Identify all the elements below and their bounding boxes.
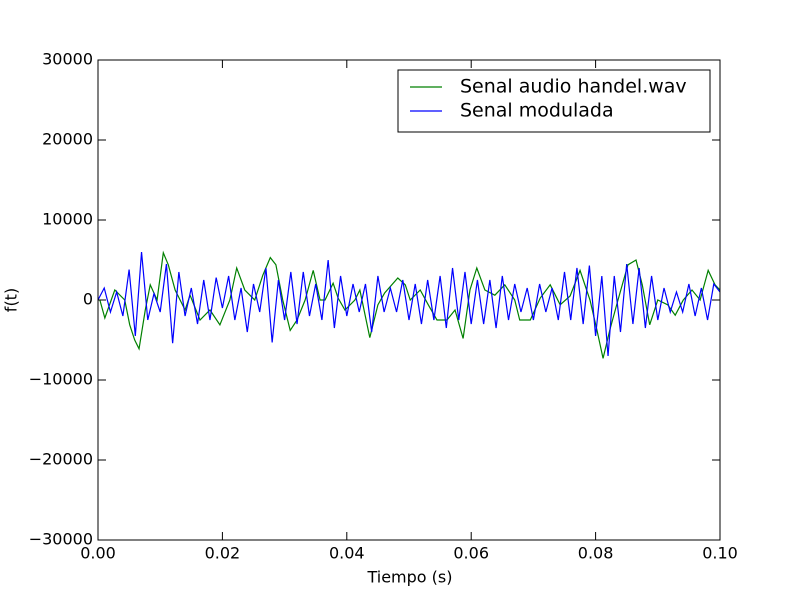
x-tick-label: 0.06 xyxy=(453,544,489,563)
x-tick-label: 0.04 xyxy=(329,544,365,563)
y-tick-label: 30000 xyxy=(42,50,93,69)
x-tick-label: 0.00 xyxy=(80,544,116,563)
y-tick-label: 10000 xyxy=(42,210,93,229)
legend-label: Senal modulada xyxy=(460,100,614,122)
x-axis-label: Tiempo (s) xyxy=(366,568,452,587)
y-tick-label: 20000 xyxy=(42,130,93,149)
series-line xyxy=(97,251,721,357)
y-axis-label: f(t) xyxy=(2,288,21,312)
y-tick-label: 0 xyxy=(83,290,93,309)
legend-label: Senal audio handel.wav xyxy=(460,76,687,98)
x-tick-label: 0.02 xyxy=(205,544,241,563)
x-tick-label: 0.10 xyxy=(702,544,738,563)
y-tick-label: −10000 xyxy=(29,370,93,389)
series-line xyxy=(99,250,721,359)
legend-frame xyxy=(397,69,711,133)
y-tick-label: −30000 xyxy=(29,530,93,549)
x-tick-label: 0.08 xyxy=(578,544,614,563)
y-tick-label: −20000 xyxy=(29,450,93,469)
